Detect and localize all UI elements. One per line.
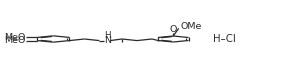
Text: H–Cl: H–Cl (213, 34, 235, 44)
Text: O: O (170, 25, 177, 34)
Text: OMe: OMe (180, 22, 201, 31)
Text: H: H (104, 31, 111, 40)
Text: MeO: MeO (4, 33, 25, 42)
Text: N: N (104, 36, 111, 45)
Text: MeO: MeO (4, 36, 25, 45)
